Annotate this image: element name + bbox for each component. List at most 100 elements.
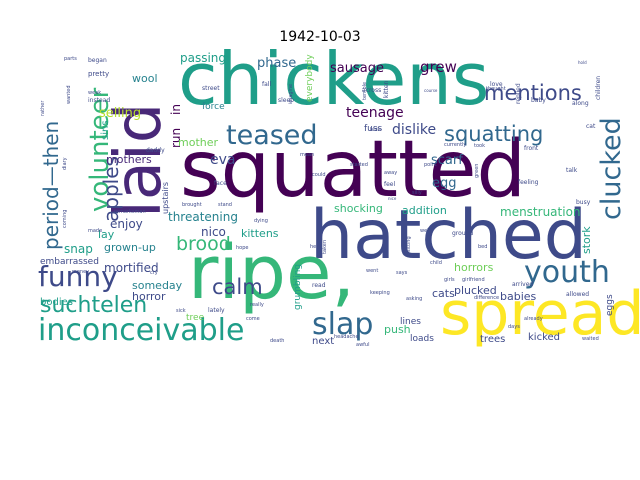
word: teased xyxy=(226,120,318,151)
word: instead xyxy=(88,97,110,104)
word: awful xyxy=(356,342,369,348)
word: along xyxy=(572,100,589,107)
word: sitting xyxy=(406,236,412,252)
word: squatting xyxy=(444,122,543,146)
word: threatening xyxy=(168,210,238,224)
word: sins xyxy=(100,120,111,140)
word: bed xyxy=(478,244,487,250)
word: parts xyxy=(64,56,77,62)
word: course xyxy=(424,88,438,93)
word: across xyxy=(362,87,381,94)
word: suchtelen xyxy=(40,293,147,318)
word: rather xyxy=(40,100,46,116)
word: help xyxy=(310,244,321,250)
word: difference xyxy=(474,295,499,301)
word: laid xyxy=(102,103,176,218)
word: green xyxy=(474,164,480,178)
word: grumbling xyxy=(293,264,303,310)
word: busy xyxy=(576,199,591,206)
word: went xyxy=(366,268,378,274)
word: passing xyxy=(180,51,226,65)
word: ground xyxy=(452,230,473,237)
word: youth xyxy=(524,255,610,290)
word: hold xyxy=(578,60,587,65)
word: fall xyxy=(262,81,271,88)
word: apples xyxy=(99,156,123,222)
word: stand xyxy=(218,202,232,208)
word: upstairs xyxy=(161,182,170,214)
word: lay xyxy=(98,228,115,241)
word: kittens xyxy=(241,227,279,240)
word: talk xyxy=(566,167,578,174)
word: sausage xyxy=(330,61,384,76)
word: come xyxy=(246,316,260,322)
word: scarf xyxy=(431,153,463,168)
word: lines xyxy=(400,317,421,327)
word: terrible xyxy=(362,82,368,100)
word: funny xyxy=(38,260,118,293)
word: period—then xyxy=(39,121,63,250)
word: dying xyxy=(254,218,268,224)
word: hope xyxy=(236,245,248,251)
word: asking xyxy=(406,296,422,302)
word: silly xyxy=(412,190,422,196)
word: began xyxy=(88,57,107,64)
word: made xyxy=(88,228,102,234)
word: clucked xyxy=(596,117,627,220)
word: snap xyxy=(64,242,93,256)
word: currently xyxy=(444,142,466,148)
word: thought xyxy=(486,86,506,92)
word: run xyxy=(169,128,183,148)
word: remarksman xyxy=(114,209,146,215)
word: ripe, xyxy=(188,230,355,316)
word: girls xyxy=(444,277,455,283)
word: embarrassed xyxy=(40,257,99,267)
figure-title: 1942-10-03 xyxy=(279,29,361,45)
word: mothers xyxy=(106,153,152,166)
word: mean xyxy=(300,152,314,158)
word: slap xyxy=(312,307,373,342)
word: wool xyxy=(132,72,158,85)
word: mother xyxy=(178,136,218,149)
word: grew xyxy=(420,58,457,76)
word: daddy xyxy=(146,147,165,154)
word: point xyxy=(424,162,437,168)
word: eggs xyxy=(605,294,615,316)
word: babies xyxy=(500,290,537,303)
word: read xyxy=(312,282,326,289)
word: allowed xyxy=(566,291,589,298)
word: cry xyxy=(150,270,158,276)
word: next xyxy=(312,336,334,347)
word: face xyxy=(214,180,227,187)
word: pretty xyxy=(88,70,109,78)
word: horrors xyxy=(454,261,494,274)
word: addition xyxy=(402,204,447,217)
word: hide xyxy=(370,127,381,133)
word: feel xyxy=(384,181,395,188)
word: tree xyxy=(186,313,205,323)
word: push xyxy=(384,323,411,336)
word: love xyxy=(490,81,503,88)
word: someday xyxy=(132,279,183,292)
word: headache xyxy=(334,334,359,340)
word: money xyxy=(72,269,89,275)
word: keeping xyxy=(370,290,390,296)
word: teenage xyxy=(346,105,404,121)
word: cat xyxy=(586,123,596,130)
word: phase xyxy=(257,56,296,71)
word: grown-up xyxy=(104,241,156,254)
word: dislike xyxy=(392,122,436,138)
word: sleep xyxy=(278,97,294,104)
word: waited xyxy=(582,336,599,342)
word: could xyxy=(312,172,326,178)
word: weak xyxy=(88,90,101,96)
word: squatted xyxy=(180,125,526,215)
word: force xyxy=(202,102,225,112)
word: replied xyxy=(515,83,522,104)
word: kicked xyxy=(528,332,560,343)
word: nico xyxy=(201,225,226,239)
word: selling xyxy=(99,106,141,121)
word: girlfriend xyxy=(462,277,485,283)
word: volunteer xyxy=(85,87,115,212)
